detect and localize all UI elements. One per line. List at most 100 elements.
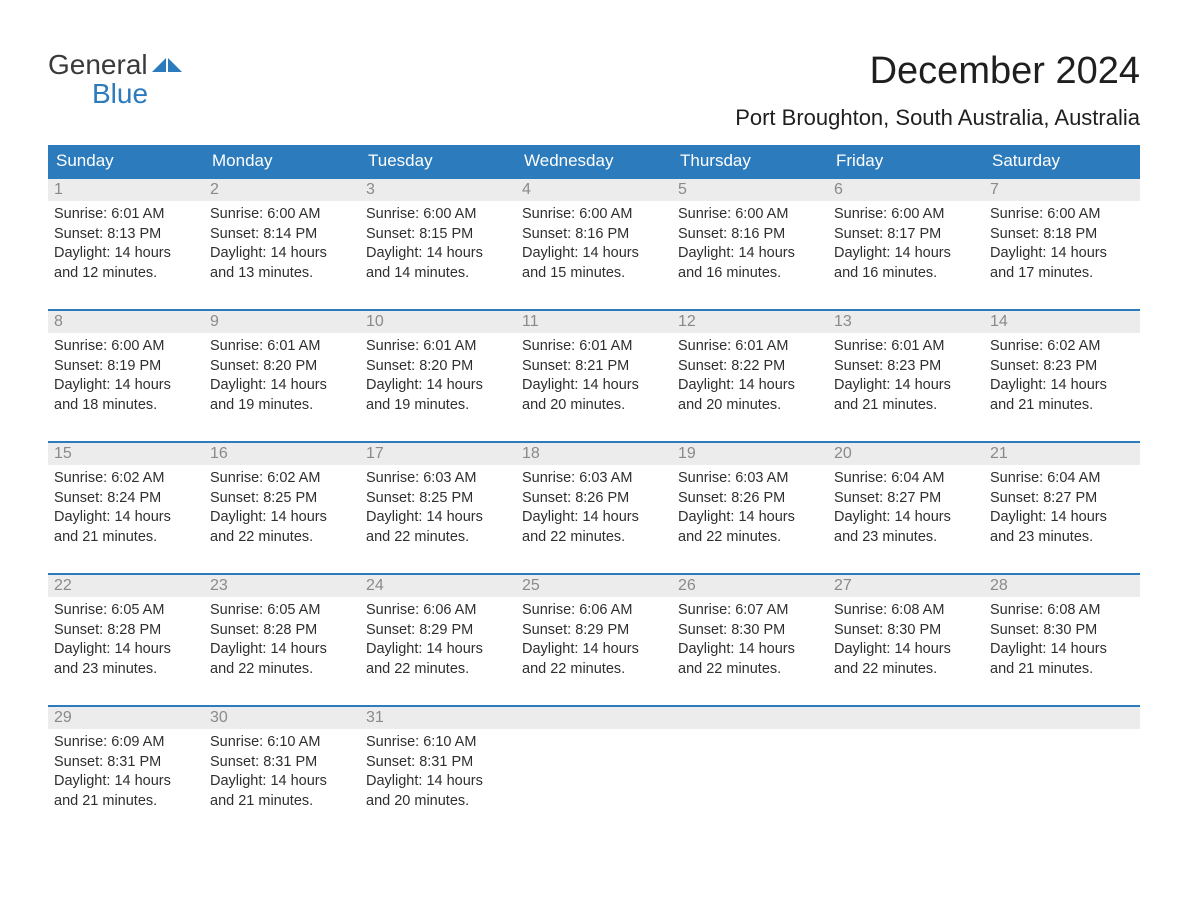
daylight-line2: and 18 minutes. — [54, 396, 198, 416]
day-number: 8 — [48, 311, 204, 333]
sunset-text: Sunset: 8:30 PM — [990, 621, 1134, 641]
day-cell: 1Sunrise: 6:01 AMSunset: 8:13 PMDaylight… — [48, 179, 204, 297]
day-number: 6 — [828, 179, 984, 201]
daylight-line1: Daylight: 14 hours — [678, 508, 822, 528]
day-number — [828, 707, 984, 729]
daylight-line1: Daylight: 14 hours — [54, 508, 198, 528]
day-number — [672, 707, 828, 729]
sunrise-text: Sunrise: 6:00 AM — [366, 205, 510, 225]
sunrise-text: Sunrise: 6:05 AM — [210, 601, 354, 621]
day-number: 16 — [204, 443, 360, 465]
day-number: 23 — [204, 575, 360, 597]
sunrise-text: Sunrise: 6:00 AM — [54, 337, 198, 357]
daylight-line1: Daylight: 14 hours — [54, 772, 198, 792]
day-body: Sunrise: 6:06 AMSunset: 8:29 PMDaylight:… — [516, 597, 672, 685]
sunset-text: Sunset: 8:30 PM — [834, 621, 978, 641]
logo-word-general: General — [48, 50, 148, 79]
daylight-line1: Daylight: 14 hours — [210, 508, 354, 528]
sunrise-text: Sunrise: 6:04 AM — [990, 469, 1134, 489]
daylight-line1: Daylight: 14 hours — [678, 376, 822, 396]
day-cell: 3Sunrise: 6:00 AMSunset: 8:15 PMDaylight… — [360, 179, 516, 297]
sunrise-text: Sunrise: 6:07 AM — [678, 601, 822, 621]
day-cell: 20Sunrise: 6:04 AMSunset: 8:27 PMDayligh… — [828, 443, 984, 561]
day-number: 5 — [672, 179, 828, 201]
day-number: 19 — [672, 443, 828, 465]
sunset-text: Sunset: 8:20 PM — [366, 357, 510, 377]
sunset-text: Sunset: 8:28 PM — [54, 621, 198, 641]
day-number: 15 — [48, 443, 204, 465]
daylight-line2: and 22 minutes. — [678, 528, 822, 548]
day-body: Sunrise: 6:01 AMSunset: 8:22 PMDaylight:… — [672, 333, 828, 421]
day-body: Sunrise: 6:00 AMSunset: 8:17 PMDaylight:… — [828, 201, 984, 289]
day-body: Sunrise: 6:03 AMSunset: 8:26 PMDaylight:… — [672, 465, 828, 553]
sunset-text: Sunset: 8:29 PM — [522, 621, 666, 641]
day-cell: 23Sunrise: 6:05 AMSunset: 8:28 PMDayligh… — [204, 575, 360, 693]
daylight-line1: Daylight: 14 hours — [210, 772, 354, 792]
day-cell: 31Sunrise: 6:10 AMSunset: 8:31 PMDayligh… — [360, 707, 516, 825]
day-cell: 10Sunrise: 6:01 AMSunset: 8:20 PMDayligh… — [360, 311, 516, 429]
day-number — [516, 707, 672, 729]
daylight-line1: Daylight: 14 hours — [834, 376, 978, 396]
sunrise-text: Sunrise: 6:03 AM — [366, 469, 510, 489]
daylight-line2: and 19 minutes. — [366, 396, 510, 416]
day-body: Sunrise: 6:02 AMSunset: 8:24 PMDaylight:… — [48, 465, 204, 553]
day-cell: 19Sunrise: 6:03 AMSunset: 8:26 PMDayligh… — [672, 443, 828, 561]
day-cell — [516, 707, 672, 825]
sunset-text: Sunset: 8:26 PM — [678, 489, 822, 509]
sunset-text: Sunset: 8:25 PM — [366, 489, 510, 509]
daylight-line2: and 16 minutes. — [678, 264, 822, 284]
daylight-line2: and 20 minutes. — [522, 396, 666, 416]
week-row: 29Sunrise: 6:09 AMSunset: 8:31 PMDayligh… — [48, 705, 1140, 825]
sunrise-text: Sunrise: 6:10 AM — [210, 733, 354, 753]
daylight-line2: and 21 minutes. — [990, 660, 1134, 680]
sunset-text: Sunset: 8:27 PM — [834, 489, 978, 509]
day-number: 9 — [204, 311, 360, 333]
sunrise-text: Sunrise: 6:02 AM — [210, 469, 354, 489]
day-cell — [672, 707, 828, 825]
sunset-text: Sunset: 8:18 PM — [990, 225, 1134, 245]
day-body: Sunrise: 6:00 AMSunset: 8:16 PMDaylight:… — [516, 201, 672, 289]
sunrise-text: Sunrise: 6:08 AM — [990, 601, 1134, 621]
weekday-cell: Thursday — [672, 145, 828, 177]
day-body: Sunrise: 6:06 AMSunset: 8:29 PMDaylight:… — [360, 597, 516, 685]
day-body: Sunrise: 6:03 AMSunset: 8:26 PMDaylight:… — [516, 465, 672, 553]
day-number — [984, 707, 1140, 729]
weekday-cell: Sunday — [48, 145, 204, 177]
sunrise-text: Sunrise: 6:00 AM — [210, 205, 354, 225]
sunrise-text: Sunrise: 6:01 AM — [366, 337, 510, 357]
day-body: Sunrise: 6:01 AMSunset: 8:20 PMDaylight:… — [360, 333, 516, 421]
sunrise-text: Sunrise: 6:00 AM — [834, 205, 978, 225]
day-cell — [984, 707, 1140, 825]
day-cell: 21Sunrise: 6:04 AMSunset: 8:27 PMDayligh… — [984, 443, 1140, 561]
sunrise-text: Sunrise: 6:06 AM — [366, 601, 510, 621]
daylight-line2: and 22 minutes. — [366, 528, 510, 548]
daylight-line2: and 22 minutes. — [522, 528, 666, 548]
daylight-line2: and 21 minutes. — [210, 792, 354, 812]
day-cell: 25Sunrise: 6:06 AMSunset: 8:29 PMDayligh… — [516, 575, 672, 693]
sunset-text: Sunset: 8:24 PM — [54, 489, 198, 509]
weekday-cell: Wednesday — [516, 145, 672, 177]
calendar: SundayMondayTuesdayWednesdayThursdayFrid… — [48, 145, 1140, 825]
daylight-line1: Daylight: 14 hours — [54, 640, 198, 660]
day-number: 7 — [984, 179, 1140, 201]
weekday-cell: Friday — [828, 145, 984, 177]
sunset-text: Sunset: 8:16 PM — [522, 225, 666, 245]
daylight-line1: Daylight: 14 hours — [54, 376, 198, 396]
sunset-text: Sunset: 8:27 PM — [990, 489, 1134, 509]
sunrise-text: Sunrise: 6:00 AM — [990, 205, 1134, 225]
week-row: 1Sunrise: 6:01 AMSunset: 8:13 PMDaylight… — [48, 177, 1140, 297]
daylight-line1: Daylight: 14 hours — [522, 376, 666, 396]
daylight-line2: and 19 minutes. — [210, 396, 354, 416]
daylight-line1: Daylight: 14 hours — [990, 376, 1134, 396]
week-row: 15Sunrise: 6:02 AMSunset: 8:24 PMDayligh… — [48, 441, 1140, 561]
daylight-line1: Daylight: 14 hours — [522, 640, 666, 660]
day-body: Sunrise: 6:05 AMSunset: 8:28 PMDaylight:… — [204, 597, 360, 685]
daylight-line1: Daylight: 14 hours — [366, 508, 510, 528]
sunrise-text: Sunrise: 6:02 AM — [990, 337, 1134, 357]
daylight-line2: and 23 minutes. — [834, 528, 978, 548]
day-cell: 4Sunrise: 6:00 AMSunset: 8:16 PMDaylight… — [516, 179, 672, 297]
day-number: 14 — [984, 311, 1140, 333]
daylight-line2: and 21 minutes. — [54, 528, 198, 548]
sunrise-text: Sunrise: 6:01 AM — [834, 337, 978, 357]
week-row: 22Sunrise: 6:05 AMSunset: 8:28 PMDayligh… — [48, 573, 1140, 693]
